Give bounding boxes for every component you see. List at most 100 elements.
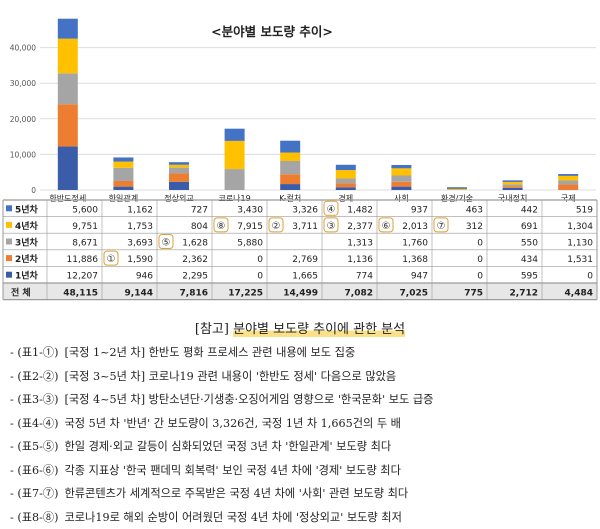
- table-cell: 463: [466, 205, 483, 215]
- x-tick-label: 국내정치: [498, 193, 527, 203]
- bar-segment: [336, 179, 356, 184]
- table-cell: 804: [191, 222, 208, 232]
- table-cell: 519: [576, 205, 593, 215]
- bar-segment: [391, 168, 411, 175]
- note-tag: - (표7-⑦): [10, 487, 58, 500]
- table-cell: 3,693: [127, 239, 153, 249]
- table-cell: 0: [587, 272, 593, 282]
- note-tag: - (표2-②): [10, 370, 58, 383]
- note-text: [국정 3~5년 차] 코로나19 관련 내용이 '한반도 정세' 다음으로 많…: [64, 370, 396, 383]
- bar-segment: [391, 175, 411, 181]
- table-cell: 1,162: [127, 205, 153, 215]
- table-cell: 5,600: [72, 205, 98, 215]
- row-legend-key: [6, 222, 12, 228]
- row-legend-key: [6, 255, 12, 261]
- bar-segment: [169, 168, 189, 174]
- bar-segment: [336, 187, 356, 190]
- bar-segment: [58, 19, 78, 39]
- table-cell: 947: [411, 272, 428, 282]
- bar-segment: [503, 186, 523, 188]
- table-cell: 1,136: [347, 255, 373, 265]
- callout-mark: ③: [327, 221, 336, 232]
- x-tick-label: 국제: [561, 194, 576, 203]
- callout-mark: ⑤: [162, 238, 171, 249]
- table-cell: 1,130: [567, 239, 593, 249]
- x-tick-label: 사회: [394, 194, 409, 203]
- total-cell: 7,816: [180, 288, 208, 298]
- row-label: 2년차: [15, 253, 39, 265]
- bar-segment: [169, 165, 189, 168]
- table-cell: 1,304: [567, 222, 593, 232]
- table-cell: 442: [521, 205, 538, 215]
- note-item: - (표3-③)[국정 4~5년 차] 방탄소년단·기생충·오징어게임 영향으로…: [0, 388, 600, 412]
- bar-segment: [336, 170, 356, 178]
- note-item: - (표5-⑤) 한일 경제·외교 갈등이 심화되었던 국정 3년 차 '한일관계…: [0, 435, 600, 459]
- table-cell: 2,295: [182, 272, 208, 282]
- note-tag: - (표6-⑥): [10, 464, 58, 477]
- total-cell: 14,499: [283, 288, 318, 298]
- table-cell: 1,482: [347, 205, 373, 215]
- total-cell: 48,115: [63, 288, 98, 298]
- bar-segment: [280, 161, 300, 174]
- note-text: 국정 5년 차 '반년' 간 보도량이 3,326건, 국정 1년 차 1,66…: [64, 417, 401, 430]
- callout-mark: ④: [327, 204, 336, 215]
- bar-segment: [280, 184, 300, 190]
- bar-segment: [113, 162, 133, 168]
- bar-segment: [169, 173, 189, 181]
- bar-segment: [58, 39, 78, 74]
- note-item: - (표8-⑧) 코로나19로 해외 순방이 어려웠던 국정 4년 차에 '정상외…: [0, 506, 600, 529]
- note-tag: - (표4-④): [10, 417, 58, 430]
- note-text: 코로나19로 해외 순방이 어려웠던 국정 4년 차에 '정상외교' 보도량 최…: [64, 511, 401, 524]
- note-item: - (표6-⑥)각종 지표상 '한국 팬데믹 회복력' 보인 국정 4년 차에 …: [0, 459, 600, 483]
- bar-segment: [225, 141, 245, 169]
- table-cell: 774: [356, 272, 373, 282]
- chart-title: <분야별 보도량 추이>: [211, 24, 333, 39]
- table-cell: 11,886: [67, 255, 99, 265]
- note-text: [국정 4~5년 차] 방탄소년단·기생충·오징어게임 영향으로 '한국문화' …: [64, 393, 433, 406]
- x-tick-label: 코로나19: [218, 194, 250, 203]
- row-label: 5년차: [15, 203, 39, 215]
- note-item: - (표4-④) 국정 5년 차 '반년' 간 보도량이 3,326건, 국정 1…: [0, 412, 600, 436]
- bar-segment: [391, 187, 411, 190]
- table-cell: 2,013: [402, 222, 428, 232]
- callout-mark: ②: [272, 221, 281, 232]
- bar-segment: [225, 169, 245, 190]
- note-item: - (표1-①)[국정 1~2년 차] 한반도 평화 프로세스 관련 내용에 보…: [0, 341, 600, 365]
- table-cell: 3,711: [292, 222, 318, 232]
- table-cell: 1,531: [567, 255, 593, 265]
- table-cell: 5,880: [237, 239, 263, 249]
- note-tag: - (표5-⑤): [10, 440, 58, 453]
- table-cell: 434: [521, 255, 538, 265]
- table-cell: 595: [521, 272, 538, 282]
- table-cell: 691: [521, 222, 538, 232]
- table-cell: 946: [136, 272, 153, 282]
- table-cell: 1,665: [292, 272, 318, 282]
- total-cell: 7,082: [345, 288, 373, 298]
- table-cell: 727: [191, 205, 208, 215]
- total-row-label: 전 체: [11, 286, 31, 298]
- bar-segment: [113, 168, 133, 181]
- bar-segment: [58, 104, 78, 146]
- bar-segment: [169, 182, 189, 190]
- bar-segment: [58, 147, 78, 190]
- callout-mark: ①: [107, 254, 116, 265]
- note-text: 한류콘텐츠가 세계적으로 주목받은 국정 4년 차에 '사회' 관련 보도량 최…: [64, 487, 408, 500]
- callout-mark: ⑧: [217, 221, 226, 232]
- row-legend-key: [6, 205, 12, 211]
- notes-title-prefix: [참고]: [195, 322, 233, 337]
- bar-segment: [391, 165, 411, 168]
- y-tick-label: 40,000: [10, 44, 36, 53]
- bar-segment: [280, 153, 300, 161]
- bar-segment: [113, 187, 133, 190]
- bar-segment: [113, 157, 133, 161]
- bar-segment: [558, 185, 578, 190]
- bar-segment: [336, 165, 356, 170]
- y-tick-label: 0: [31, 186, 36, 195]
- table-cell: 1,753: [127, 222, 153, 232]
- note-tag: - (표8-⑧): [10, 511, 58, 524]
- table-cell: 937: [411, 205, 428, 215]
- x-tick-label: K-컬처: [279, 194, 301, 203]
- note-text: 한일 경제·외교 갈등이 심화되었던 국정 3년 차 '한일관계' 보도량 최다: [64, 440, 391, 453]
- bar-segment: [503, 184, 523, 186]
